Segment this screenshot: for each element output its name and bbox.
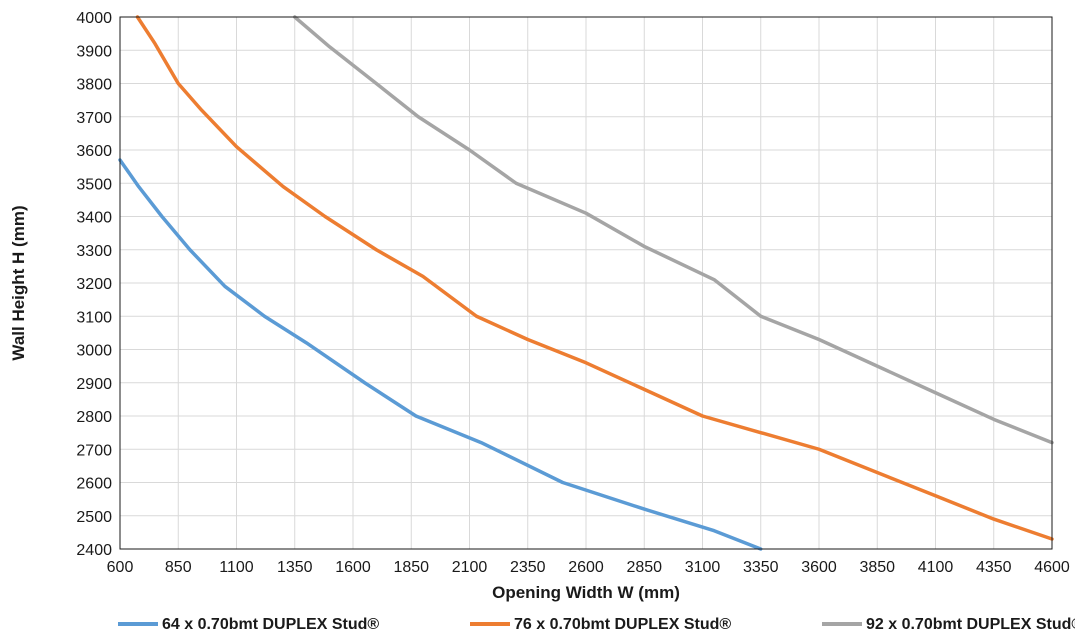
x-tick-label: 2350: [510, 559, 546, 576]
x-tick-label: 4600: [1034, 559, 1070, 576]
x-axis-title: Opening Width W (mm): [492, 583, 680, 602]
x-tick-label: 850: [165, 559, 192, 576]
y-tick-label: 2700: [76, 442, 112, 459]
series-line-3: [293, 15, 1054, 445]
y-tick-label: 2400: [76, 542, 112, 559]
grid-lines: [119, 16, 1053, 550]
x-tick-label: 2850: [626, 559, 662, 576]
x-tick-label: 3850: [859, 559, 895, 576]
legend-label-1: 64 x 0.70bmt DUPLEX Stud®: [162, 616, 379, 633]
y-tick-label: 3000: [76, 343, 112, 360]
y-tick-label: 3400: [76, 210, 112, 227]
series-lines: [118, 15, 1054, 551]
legend-label-3: 92 x 0.70bmt DUPLEX Stud®: [866, 616, 1075, 633]
y-tick-label: 3900: [76, 43, 112, 60]
y-tick-label: 3600: [76, 143, 112, 160]
y-tick-label: 2500: [76, 509, 112, 526]
y-tick-label: 3700: [76, 110, 112, 127]
y-tick-label: 2600: [76, 476, 112, 493]
x-tick-label: 3100: [685, 559, 721, 576]
legend: 64 x 0.70bmt DUPLEX Stud® 76 x 0.70bmt DU…: [118, 616, 1075, 633]
plot-frame: [119, 16, 1053, 550]
y-tick-label: 3100: [76, 309, 112, 326]
x-tick-label: 2100: [452, 559, 488, 576]
y-axis-ticks: 2400 2500 2600 2700 2800 2900 3000 3100 3200 3300…: [76, 10, 112, 559]
x-tick-label: 1600: [335, 559, 371, 576]
series-line-1: [118, 158, 763, 551]
x-axis-ticks: 600 850 1100 1350 1600 1850 2100 2350 2600 2850 31…: [107, 559, 1070, 576]
x-tick-label: 1850: [393, 559, 429, 576]
x-tick-label: 2600: [568, 559, 604, 576]
y-tick-label: 3500: [76, 176, 112, 193]
y-tick-label: 3300: [76, 243, 112, 260]
y-tick-label: 3200: [76, 276, 112, 293]
series-line-2: [135, 15, 1054, 541]
x-tick-label: 1350: [277, 559, 313, 576]
y-tick-label: 3800: [76, 77, 112, 94]
y-tick-label: 4000: [76, 10, 112, 27]
x-tick-label: 4100: [918, 559, 954, 576]
legend-label-2: 76 x 0.70bmt DUPLEX Stud®: [514, 616, 731, 633]
x-tick-label: 4350: [976, 559, 1012, 576]
y-tick-label: 2900: [76, 376, 112, 393]
y-tick-label: 2800: [76, 409, 112, 426]
y-axis-title: Wall Height H (mm): [9, 205, 28, 360]
x-tick-label: 3600: [801, 559, 837, 576]
x-tick-label: 3350: [743, 559, 779, 576]
x-tick-label: 600: [107, 559, 134, 576]
x-tick-label: 1100: [219, 559, 254, 576]
